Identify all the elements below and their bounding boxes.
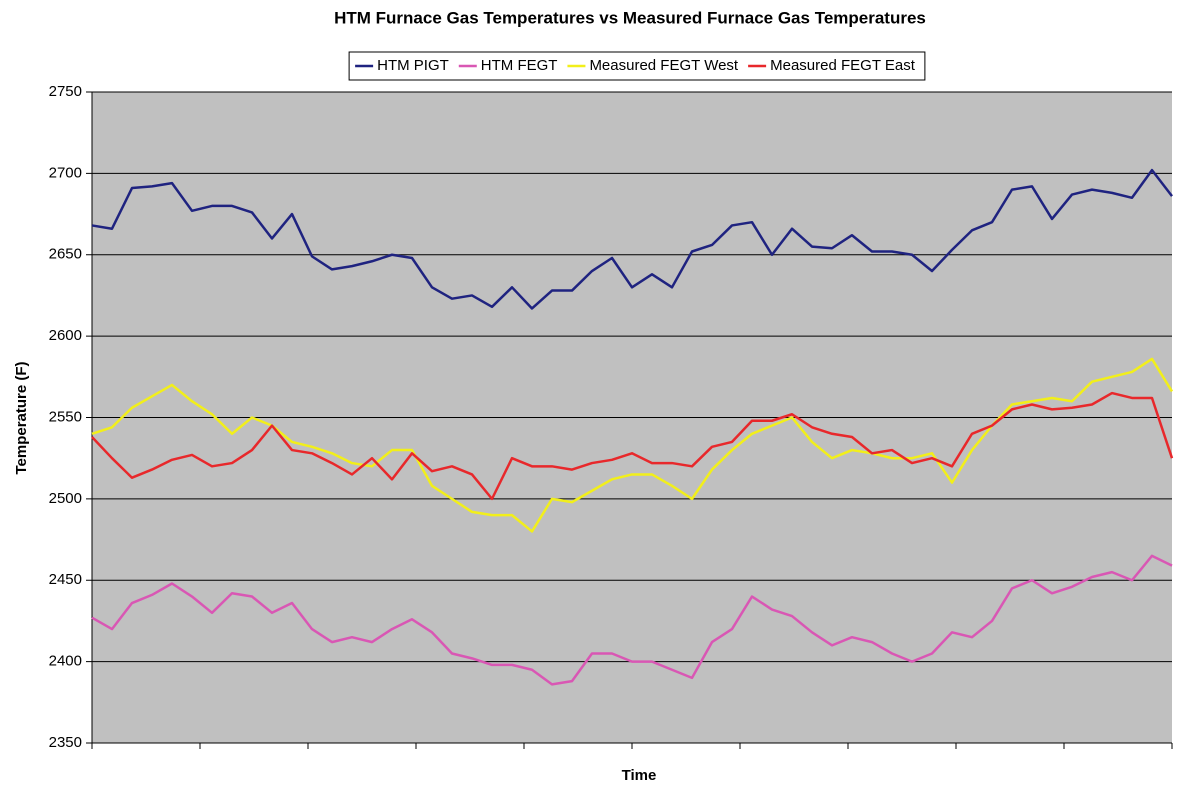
y-tick-label: 2600 — [49, 327, 82, 344]
y-tick-label: 2450 — [49, 571, 82, 588]
series-line — [91, 391, 1174, 501]
y-tick-label: 2550 — [49, 408, 82, 425]
chart-title: HTM Furnace Gas Temperatures vs Measured… — [334, 8, 926, 27]
legend-box — [348, 51, 926, 81]
legend-label: HTM PIGT — [377, 57, 449, 74]
y-tick-label: 2700 — [49, 164, 82, 181]
series-line — [91, 168, 1173, 310]
y-tick-label: 2400 — [49, 653, 82, 670]
legend-label: Measured FEGT East — [770, 57, 916, 74]
y-tick-label: 2350 — [49, 734, 82, 751]
legend-label: HTM FEGT — [481, 57, 558, 74]
legend-label: Measured FEGT West — [589, 57, 738, 74]
y-tick-label: 2650 — [49, 246, 82, 263]
series-line — [91, 554, 1173, 686]
y-axis-title: Temperature (F) — [13, 361, 30, 474]
x-axis-title: Time — [622, 767, 657, 784]
legend: HTM PIGT HTM FEGT Measured FEGT West Measur… — [348, 51, 926, 81]
y-tick-label: 2500 — [49, 490, 82, 507]
y-tick-label: 2750 — [49, 83, 82, 100]
